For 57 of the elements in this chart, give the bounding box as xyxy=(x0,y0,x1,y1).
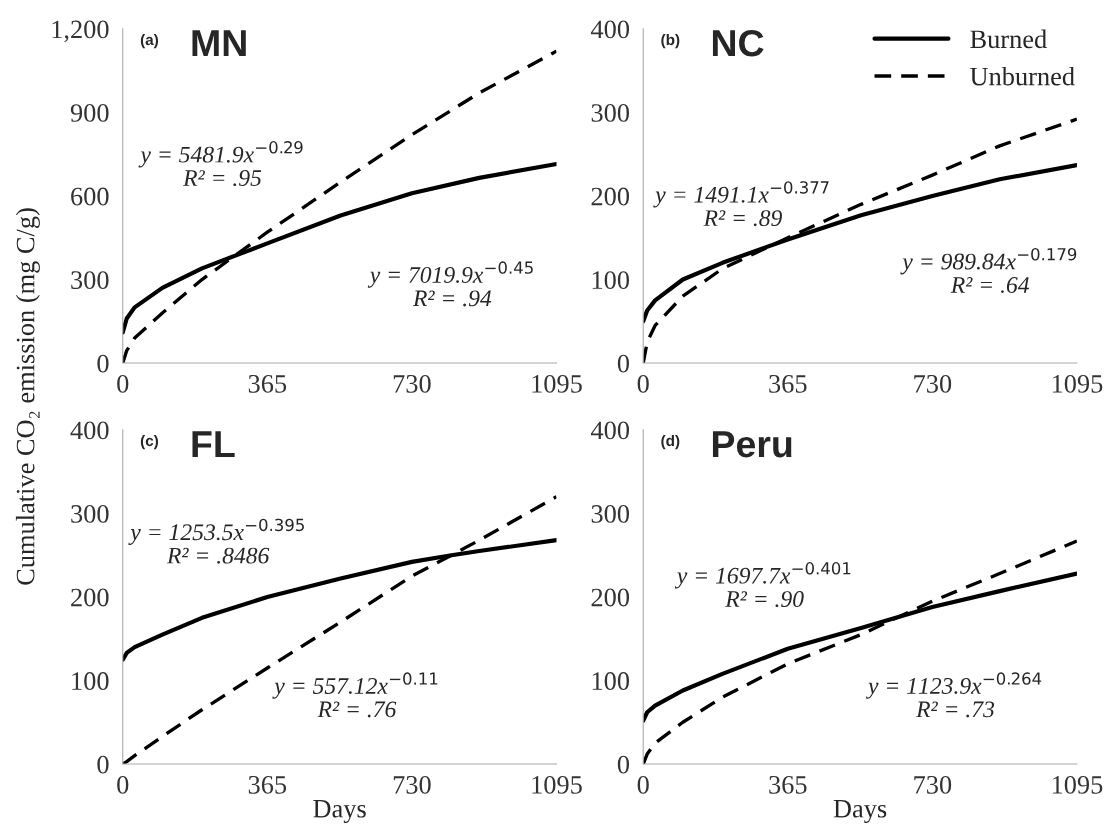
x-tick-label: 730 xyxy=(914,374,952,393)
annotation: y = 989.84x$^{−0.179}$ R² = .64 xyxy=(900,247,1077,294)
x-tick-label: 0 xyxy=(637,775,649,794)
y-tick-label: 400 xyxy=(70,421,109,440)
chart-subtitle: (b) xyxy=(661,33,680,49)
y-tick-label: 100 xyxy=(72,672,109,690)
y-tick-label: 400 xyxy=(590,20,630,39)
x-tick-label: 365 xyxy=(248,776,287,794)
y-tick-label: 0 xyxy=(97,755,109,774)
y-tick-label: 300 xyxy=(591,505,630,523)
y-tick-label: 300 xyxy=(71,505,109,523)
x-tick-label: 365 xyxy=(769,776,807,794)
annotation: y = 1491.1x$^{−0.377}$ R² = .89 xyxy=(653,181,829,227)
annotation: y = 1697.7x$^{−0.401}$ R² = .90 xyxy=(674,562,851,608)
y-tick-label: 100 xyxy=(592,271,630,289)
y-tick-label: 200 xyxy=(71,588,109,607)
y-tick-label: 1,200 xyxy=(52,20,109,43)
x-tick-label: 0 xyxy=(117,374,129,393)
x-tick-label: 0 xyxy=(117,775,129,794)
y-tick-label: 300 xyxy=(591,104,630,122)
chart-title: Peru xyxy=(712,431,792,458)
chart-subtitle: (a) xyxy=(140,33,159,49)
chart-title: NC xyxy=(712,29,764,57)
x-tick-label: 0 xyxy=(637,374,649,393)
y-axis-title: Cumulative CO₂ emission (mg C/g) xyxy=(15,208,40,585)
y-tick-label: 200 xyxy=(591,187,630,206)
annotation: y = 1123.9x$^{−0.264}$ R² = .73 xyxy=(866,672,1042,718)
x-tick-label: 1095 xyxy=(532,374,582,393)
x-axis-title: Days xyxy=(313,800,366,824)
annotation: y = 5481.9x$^{−0.29}$ R² = .95 xyxy=(138,141,303,187)
chart-subtitle: (c) xyxy=(140,434,159,450)
annotation: y = 1253.5x$^{−0.395}$ R² = .8486 xyxy=(128,518,304,564)
x-tick-label: 730 xyxy=(393,775,431,794)
annotation: y = 7019.9x$^{−0.45}$ R² = .94 xyxy=(367,261,533,307)
y-tick-label: 0 xyxy=(617,354,630,373)
x-tick-label: 1095 xyxy=(532,775,582,794)
x-tick-label: 365 xyxy=(769,375,807,393)
y-tick-label: 300 xyxy=(71,271,109,289)
chart-title: FL xyxy=(192,431,235,458)
x-tick-label: 1095 xyxy=(1052,775,1103,794)
x-tick-label: 1095 xyxy=(1052,374,1103,393)
x-axis-title: Days xyxy=(833,800,887,824)
chart-subtitle: (d) xyxy=(661,434,680,450)
y-tick-label: 100 xyxy=(592,672,630,690)
y-tick-label: 0 xyxy=(617,755,630,774)
y-tick-label: 900 xyxy=(70,104,109,122)
x-tick-label: 730 xyxy=(914,775,952,794)
y-tick-label: 600 xyxy=(71,187,109,206)
x-tick-label: 365 xyxy=(248,375,287,393)
legend-label: Burned xyxy=(970,29,1047,49)
y-tick-label: 0 xyxy=(97,354,109,373)
legend-label: Unburned xyxy=(970,66,1075,86)
annotation: y = 557.12x$^{−0.11}$ R² = .76 xyxy=(272,672,438,718)
chart-title: MN xyxy=(192,30,246,57)
y-tick-label: 200 xyxy=(591,588,630,607)
x-tick-label: 730 xyxy=(393,374,431,393)
y-tick-label: 400 xyxy=(590,421,630,440)
